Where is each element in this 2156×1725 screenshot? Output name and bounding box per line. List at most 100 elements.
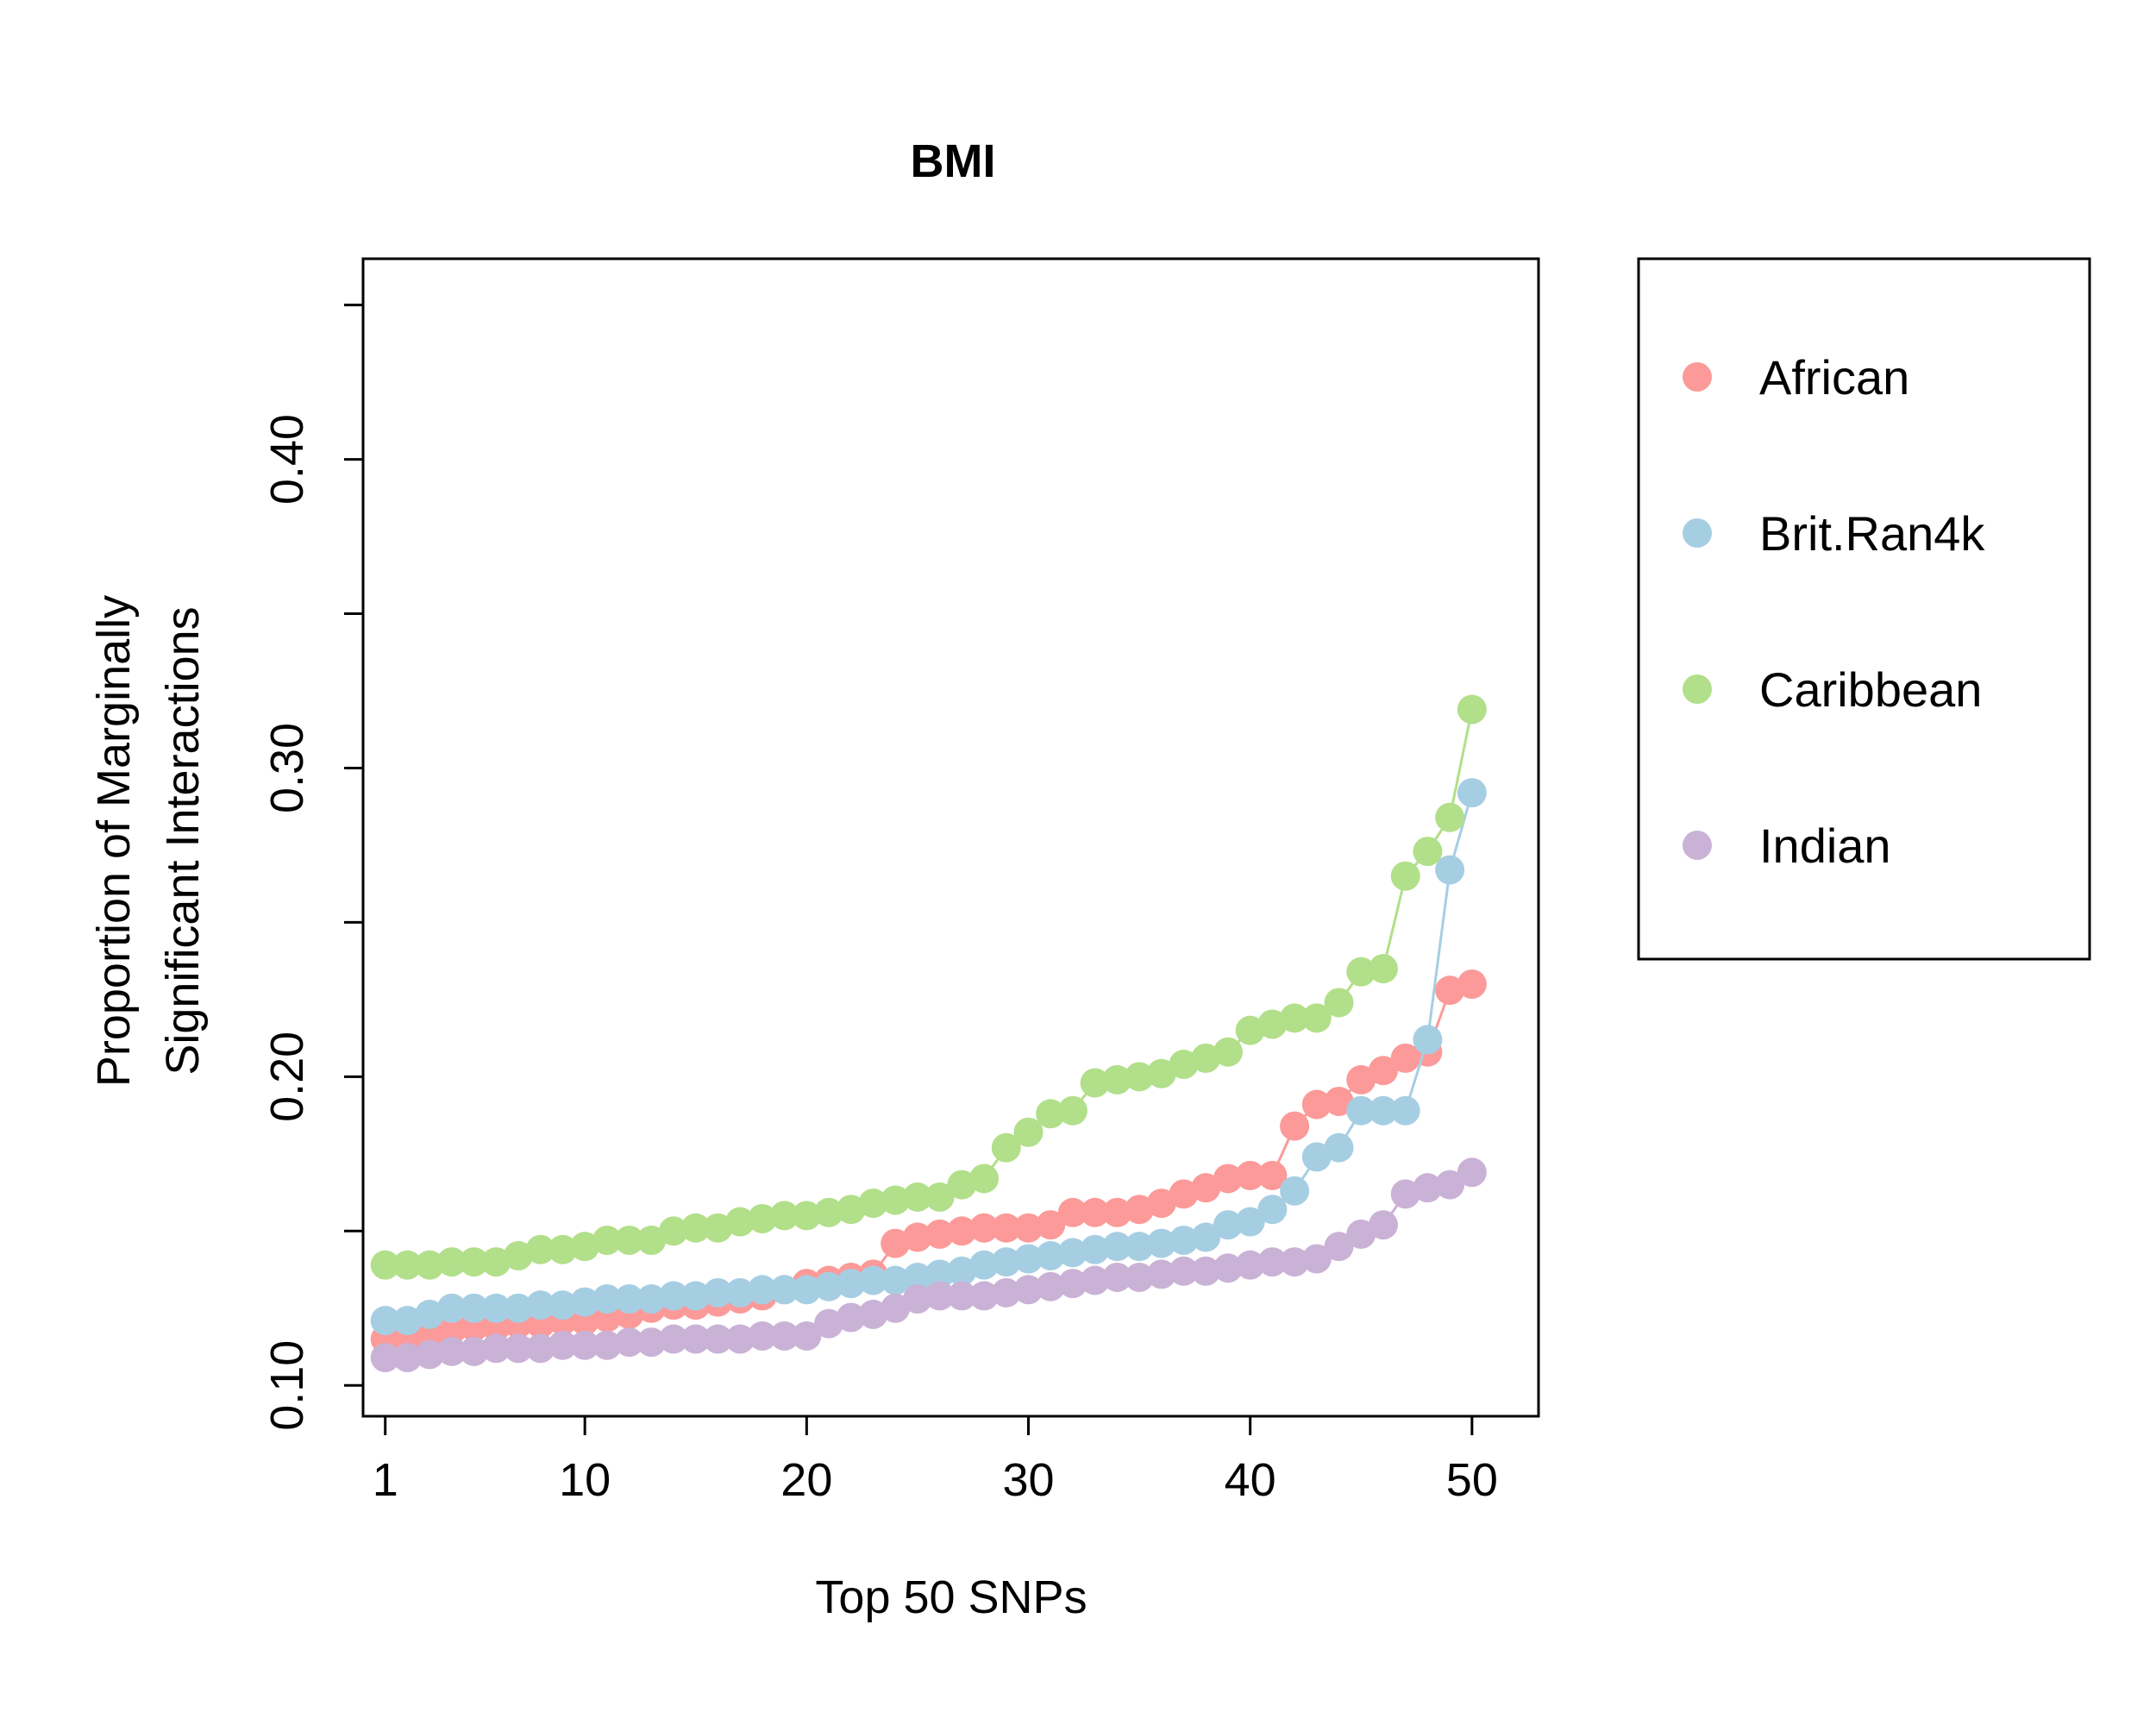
y-axis: 0.10 0.20 0.30 0.40 (261, 304, 365, 1431)
data-point (747, 1275, 777, 1305)
data-point (703, 1324, 733, 1354)
data-point (769, 1275, 799, 1305)
data-point (659, 1281, 689, 1311)
data-point (792, 1201, 822, 1231)
data-point (548, 1330, 578, 1360)
data-point (636, 1327, 667, 1358)
x-tick-label: 10 (559, 1454, 611, 1506)
data-point (1213, 1210, 1243, 1240)
data-point (1146, 1058, 1176, 1088)
y-axis-label-line-2: Significant Interactions (157, 606, 209, 1075)
data-point (370, 1343, 400, 1373)
data-point (636, 1284, 667, 1314)
data-point (370, 1306, 400, 1336)
data-point (924, 1182, 955, 1212)
data-point (1324, 1086, 1354, 1116)
data-point (504, 1293, 534, 1323)
data-point (481, 1247, 511, 1277)
data-point (570, 1330, 600, 1360)
data-point (881, 1265, 911, 1295)
data-point (969, 1281, 1000, 1311)
data-point (1280, 1111, 1310, 1141)
data-point (1435, 855, 1465, 885)
data-point (991, 1213, 1021, 1243)
data-point (881, 1228, 911, 1258)
data-point (614, 1226, 644, 1256)
data-point (1413, 837, 1443, 867)
data-point (1191, 1256, 1221, 1286)
data-point (504, 1240, 534, 1270)
data-point (1146, 1228, 1176, 1258)
data-point (1146, 1259, 1176, 1289)
data-point (1257, 1195, 1288, 1225)
data-point (1080, 1265, 1110, 1295)
x-tick-label: 1 (373, 1454, 398, 1506)
data-point (1413, 1025, 1443, 1055)
data-point (858, 1265, 888, 1295)
data-point (1013, 1244, 1044, 1274)
legend-label: African (1759, 350, 1909, 405)
data-point (969, 1213, 1000, 1243)
data-point (1013, 1213, 1044, 1243)
data-point (548, 1234, 578, 1264)
legend-box (1637, 257, 2091, 961)
data-point (680, 1213, 711, 1243)
data-point (1080, 1197, 1110, 1227)
data-point (1057, 1238, 1087, 1268)
data-point (1235, 1207, 1265, 1237)
data-point (1125, 1195, 1155, 1225)
data-point (703, 1213, 733, 1243)
y-tick-label: 0.30 (261, 723, 313, 813)
data-point (836, 1269, 866, 1299)
data-point (1191, 1043, 1221, 1073)
legend-marker (1683, 362, 1712, 392)
data-point (747, 1203, 777, 1233)
data-point (1102, 1197, 1132, 1227)
data-point (436, 1247, 467, 1277)
data-point (1301, 1089, 1332, 1120)
data-point (392, 1343, 423, 1373)
data-point (947, 1281, 977, 1311)
chart-title: BMI (911, 135, 996, 187)
data-point (570, 1287, 600, 1317)
data-point (459, 1336, 489, 1366)
data-point (1324, 1232, 1354, 1262)
data-point (1280, 1176, 1310, 1206)
series-brit-ran4k (370, 778, 1487, 1336)
data-point (991, 1247, 1021, 1277)
data-point (680, 1324, 711, 1354)
data-point (836, 1302, 866, 1333)
data-point (1102, 1064, 1132, 1095)
data-point (659, 1216, 689, 1246)
data-point (1346, 957, 1376, 987)
data-point (1346, 1064, 1376, 1095)
data-point (436, 1314, 467, 1345)
x-tick-label: 50 (1446, 1454, 1498, 1506)
data-point (881, 1293, 911, 1323)
data-point (902, 1262, 932, 1292)
data-point (703, 1277, 733, 1308)
data-point (614, 1284, 644, 1314)
data-point (1080, 1234, 1110, 1264)
data-point (1435, 975, 1465, 1006)
data-point (1213, 1037, 1243, 1067)
data-point (1257, 1247, 1288, 1277)
data-point (836, 1195, 866, 1225)
data-point (415, 1339, 445, 1370)
data-point (902, 1182, 932, 1212)
data-point (924, 1259, 955, 1289)
data-point (1191, 1222, 1221, 1252)
data-point (1036, 1240, 1066, 1270)
data-point (1457, 969, 1487, 999)
data-point (659, 1324, 689, 1354)
data-point (1057, 1269, 1087, 1299)
data-point (1102, 1262, 1132, 1292)
data-point (636, 1226, 667, 1256)
legend-marker (1683, 518, 1712, 548)
legend-marker (1683, 674, 1712, 704)
data-point (814, 1308, 844, 1339)
data-point (881, 1185, 911, 1215)
data-point (1125, 1232, 1155, 1262)
data-point (1280, 1247, 1310, 1277)
data-point (1213, 1164, 1243, 1194)
